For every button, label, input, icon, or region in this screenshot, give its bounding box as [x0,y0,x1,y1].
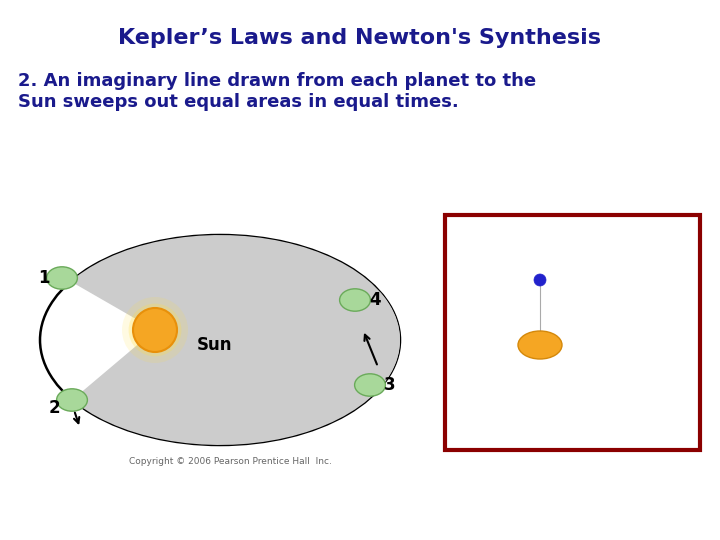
Polygon shape [71,235,400,445]
Text: Copyright © 2006 Pearson Prentice Hall  Inc.: Copyright © 2006 Pearson Prentice Hall I… [129,457,331,467]
Text: Kepler’s Laws and Newton's Synthesis: Kepler’s Laws and Newton's Synthesis [119,28,601,48]
Ellipse shape [129,303,181,356]
Text: 2: 2 [48,399,60,417]
Ellipse shape [57,389,87,411]
Ellipse shape [355,374,385,396]
Polygon shape [155,293,400,388]
Circle shape [534,274,546,286]
Text: Sun: Sun [197,336,233,354]
Text: 1: 1 [38,269,50,287]
Text: 4: 4 [369,291,381,309]
Bar [445,215,700,450]
Text: 3: 3 [384,376,396,394]
Ellipse shape [122,297,188,363]
Ellipse shape [47,267,78,289]
Text: 2. An imaginary line drawn from each planet to the
Sun sweeps out equal areas in: 2. An imaginary line drawn from each pla… [18,72,536,111]
Ellipse shape [518,331,562,359]
Ellipse shape [133,308,177,352]
Ellipse shape [340,289,370,311]
